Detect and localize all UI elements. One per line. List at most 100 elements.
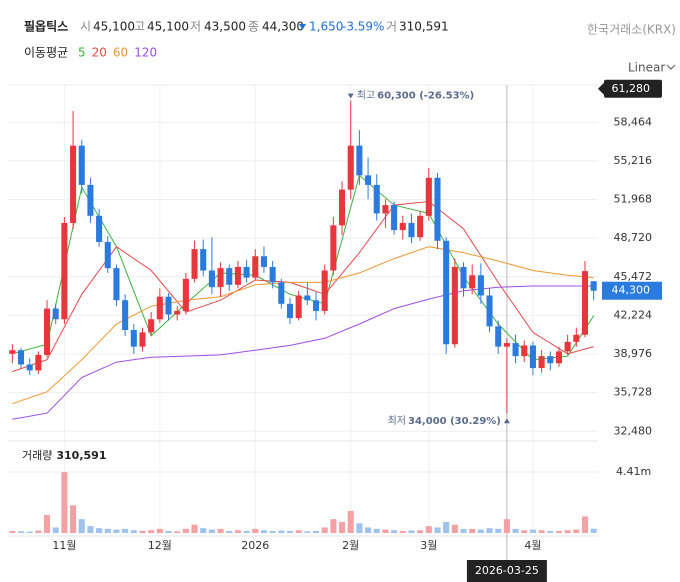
x-tick-label: 12월 [148, 539, 172, 552]
volume-bar [399, 530, 406, 533]
stock-name: 필옵틱스 [24, 19, 68, 34]
volume-bar [208, 529, 215, 533]
volume-bar [182, 528, 189, 533]
candle-body [61, 222, 68, 320]
high-label: 고 [134, 20, 145, 34]
x-tick-label: 11월 [52, 539, 76, 552]
volume-bar [286, 530, 294, 533]
volume-bar [408, 530, 415, 533]
x-tick-label: 2월 [342, 539, 359, 552]
candle-body [529, 345, 536, 369]
volume-bar [156, 528, 163, 533]
volume-bar [312, 530, 320, 533]
x-tick-label: 2026 [241, 539, 269, 552]
candle-body [547, 356, 554, 364]
candle-body [9, 350, 16, 354]
x-tick-label: 3월 [420, 539, 437, 552]
volume-bar [269, 530, 276, 533]
min-marker [503, 418, 510, 424]
max-value: 60,300 (-26.53%) [377, 90, 474, 101]
open-value: 45,100 [93, 20, 135, 34]
dropdown-chevron[interactable] [666, 64, 676, 70]
volume-bar [521, 530, 528, 533]
volume-bar [417, 530, 424, 533]
candle-body [269, 266, 276, 283]
candle-body [564, 341, 571, 352]
volume-bar [217, 528, 224, 533]
candle-body [182, 278, 189, 311]
candle-body [26, 364, 33, 371]
open-label: 시 [80, 20, 91, 34]
volume-bar [165, 530, 172, 533]
candle-body [573, 334, 580, 342]
volume-bar [122, 528, 129, 533]
candle-body [356, 145, 363, 176]
volume-bar [356, 523, 363, 533]
candle-body [78, 145, 85, 185]
candle-body [122, 300, 129, 330]
close-label: 종 [248, 20, 259, 34]
cursor-price-pointer [598, 82, 604, 95]
candle-body [87, 184, 94, 216]
candle-body [165, 296, 172, 315]
volume-bar [529, 529, 536, 533]
cursor-price-tag [604, 79, 662, 98]
volume-bar [35, 530, 42, 533]
volume-bar [538, 530, 545, 533]
low-value: 43,500 [204, 20, 246, 34]
volume-title: 거래량 [22, 449, 52, 462]
candle-body [521, 345, 528, 357]
low-label: 저 [190, 20, 201, 34]
candle-body [243, 266, 250, 278]
volume-bar [226, 530, 233, 533]
volume-bar [130, 530, 137, 533]
x-tick-label: 4월 [524, 539, 541, 552]
volume-bar [252, 528, 259, 533]
candle-body [391, 205, 398, 231]
volume-bar [278, 530, 285, 533]
candle-body [252, 256, 259, 278]
candle-body [304, 295, 311, 301]
scale-mode[interactable]: Linear [628, 61, 665, 75]
volume-bar [547, 530, 554, 533]
volume-bar [17, 531, 25, 533]
volume-bar [148, 530, 155, 533]
candle-body [373, 184, 380, 214]
y-tick-label: 35,728 [614, 386, 653, 399]
candle-body [113, 268, 120, 301]
volume-bar [295, 530, 302, 533]
candle-body [208, 270, 215, 288]
candle-body [226, 268, 233, 285]
candle-body [200, 249, 207, 271]
candle-body [44, 308, 51, 355]
candle-body [408, 222, 415, 238]
volume-bar [477, 529, 484, 533]
last-price-tag [602, 281, 662, 300]
volume-bar [391, 530, 398, 533]
max-label: 최고 [357, 89, 375, 101]
volume-bar [573, 529, 580, 533]
volume-bar [191, 524, 198, 533]
candle-body [486, 295, 493, 327]
candle-body [278, 282, 285, 304]
volume-bar [339, 521, 346, 533]
candle-body [156, 296, 163, 320]
candle-body [52, 308, 59, 320]
candle-body [130, 329, 137, 347]
candle-body [399, 222, 406, 231]
candle-body [139, 332, 146, 347]
candle-body [495, 326, 502, 347]
candle-body [286, 303, 294, 319]
candle-body [581, 271, 589, 335]
last-price-label: 44,300 [612, 284, 651, 297]
volume-bar [260, 530, 267, 533]
candle-body [321, 270, 328, 311]
cursor-date: 2026-03-25 [475, 564, 539, 577]
candle-body [312, 300, 320, 311]
ma-legend: 20 [92, 46, 107, 60]
volume-bar [113, 529, 120, 533]
down-arrow [299, 24, 306, 30]
candle-body [17, 350, 25, 365]
volume-bar [200, 528, 207, 533]
